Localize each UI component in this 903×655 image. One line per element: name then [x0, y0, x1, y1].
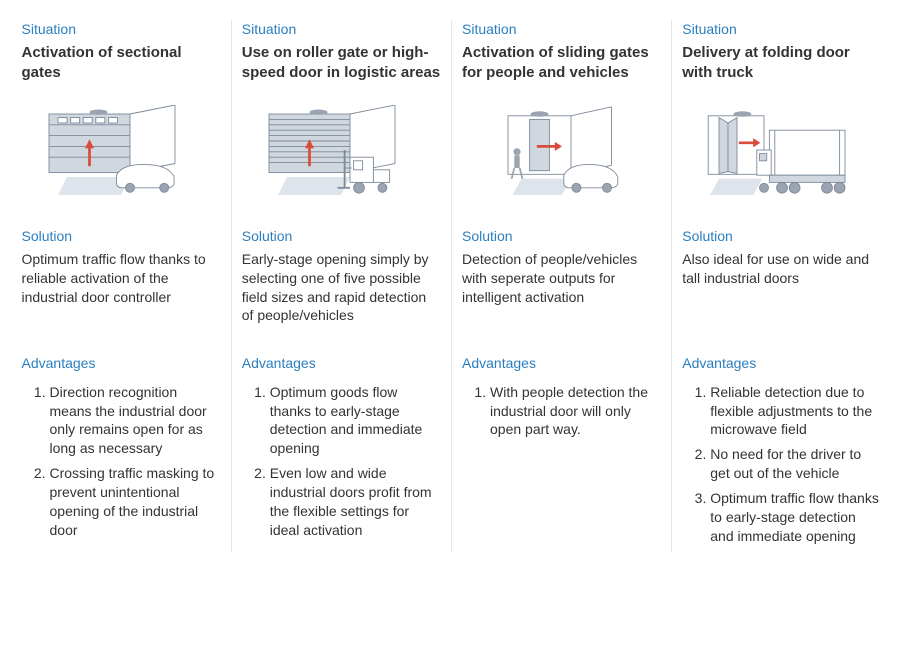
situation-title: Delivery at folding door with truck — [682, 43, 881, 85]
situation-title: Activation of sectional gates — [22, 43, 221, 85]
advantage-item: Reliable detection due to flexible adjus… — [710, 383, 881, 440]
truck-icon — [757, 131, 845, 194]
advantage-item: Direction recognition means the industri… — [50, 383, 221, 459]
advantages-label: Advantages — [242, 354, 441, 373]
advantage-item: Optimum traffic flow thanks to early-sta… — [710, 489, 881, 546]
advantage-item: Even low and wide industrial doors profi… — [270, 464, 441, 540]
situation-label: Situation — [462, 20, 661, 39]
advantage-item: No need for the driver to get out of the… — [710, 445, 881, 483]
situation-label: Situation — [22, 20, 221, 39]
column-folding-door: Situation Delivery at folding door with … — [672, 20, 891, 552]
situation-title: Activation of sliding gates for people a… — [462, 43, 661, 85]
advantages-list: With people detection the industrial doo… — [462, 383, 661, 440]
advantage-item: With people detection the industrial doo… — [490, 383, 661, 440]
advantages-list: Optimum goods flow thanks to early-stage… — [242, 383, 441, 540]
car-icon — [563, 165, 617, 193]
advantage-item: Optimum goods flow thanks to early-stage… — [270, 383, 441, 459]
advantages-list: Reliable detection due to flexible adjus… — [682, 383, 881, 546]
forklift-icon — [338, 150, 390, 193]
illustration-sliding-gate — [462, 95, 661, 215]
column-roller-gate: Situation Use on roller gate or high-spe… — [232, 20, 452, 552]
solution-label: Solution — [22, 227, 221, 246]
advantages-label: Advantages — [682, 354, 881, 373]
situation-label: Situation — [682, 20, 881, 39]
columns-container: Situation Activation of sectional gates — [12, 20, 892, 552]
solution-text: Early-stage opening simply by selecting … — [242, 250, 441, 340]
illustration-sectional-gate — [22, 95, 221, 215]
column-sectional-gates: Situation Activation of sectional gates — [12, 20, 232, 552]
solution-text: Detection of people/vehicles with sepera… — [462, 250, 661, 340]
solution-label: Solution — [682, 227, 881, 246]
column-sliding-gates: Situation Activation of sliding gates fo… — [452, 20, 672, 552]
illustration-folding-door — [682, 95, 881, 215]
advantages-list: Direction recognition means the industri… — [22, 383, 221, 540]
solution-label: Solution — [462, 227, 661, 246]
car-icon — [117, 165, 175, 193]
advantages-label: Advantages — [22, 354, 221, 373]
solution-text: Also ideal for use on wide and tall indu… — [682, 250, 881, 340]
situation-label: Situation — [242, 20, 441, 39]
solution-label: Solution — [242, 227, 441, 246]
advantage-item: Crossing traffic masking to prevent unin… — [50, 464, 221, 540]
solution-text: Optimum traffic flow thanks to reliable … — [22, 250, 221, 340]
advantages-label: Advantages — [462, 354, 661, 373]
situation-title: Use on roller gate or high-speed door in… — [242, 43, 441, 85]
illustration-roller-gate — [242, 95, 441, 215]
